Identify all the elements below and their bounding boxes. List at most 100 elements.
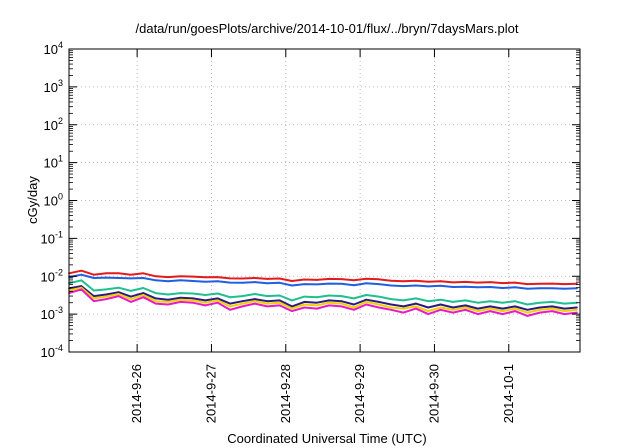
data-point <box>142 292 145 294</box>
data-point <box>353 303 355 306</box>
data-point <box>340 302 343 305</box>
data-point <box>191 275 194 278</box>
data-point <box>563 302 566 305</box>
data-point <box>253 281 256 284</box>
ticks: 10-4 10-3 10-2 10-1 100 101 102 103 104 2014-9-26… <box>41 40 580 423</box>
data-point <box>402 299 405 302</box>
data-point <box>167 276 170 278</box>
data-point <box>340 295 343 297</box>
data-point <box>377 295 380 298</box>
data-point <box>266 278 269 280</box>
data-point <box>526 303 529 306</box>
data-point <box>92 289 95 292</box>
series-line <box>68 286 578 314</box>
data-point <box>414 307 417 310</box>
data-point <box>92 273 95 276</box>
data-point <box>253 300 256 303</box>
data-point <box>377 303 380 306</box>
data-point <box>551 307 554 310</box>
data-point <box>204 276 207 279</box>
data-point <box>439 308 442 311</box>
data-point <box>526 311 529 314</box>
data-point <box>105 293 108 296</box>
data-point <box>464 280 467 283</box>
data-point <box>414 279 417 282</box>
data-point <box>204 299 207 302</box>
data-point <box>291 307 293 310</box>
data-point <box>278 281 281 284</box>
data-point <box>92 300 95 303</box>
y-tick-label: 10-2 <box>41 267 63 284</box>
data-point <box>377 306 380 309</box>
data-point <box>452 286 454 288</box>
data-point <box>328 304 331 307</box>
data-point <box>427 300 430 303</box>
data-point <box>514 286 516 289</box>
data-point <box>229 308 231 311</box>
x-tick-label: 2014-10-1 <box>501 364 516 423</box>
data-point <box>328 299 331 302</box>
data-point <box>80 273 83 276</box>
data-point <box>92 277 95 279</box>
data-point <box>80 269 83 272</box>
data-point <box>476 281 479 284</box>
x-axis-label: Coordinated Universal Time (UTC) <box>227 431 426 446</box>
series-line <box>68 285 577 311</box>
data-point <box>117 295 120 297</box>
data-point <box>241 277 244 280</box>
data-point <box>439 306 442 309</box>
x-tick-label: 2014-9-30 <box>426 364 441 423</box>
data-point <box>563 287 566 290</box>
data-point <box>266 282 269 285</box>
data-point <box>476 310 479 313</box>
data-point <box>402 311 405 314</box>
data-point <box>80 286 83 289</box>
data-point <box>315 279 318 281</box>
data-point <box>154 300 157 303</box>
data-point <box>427 280 430 283</box>
data-point <box>315 304 318 307</box>
y-tick-label: 10-4 <box>41 343 63 360</box>
data-point <box>551 305 554 308</box>
data-point <box>241 300 244 303</box>
data-point <box>179 301 182 303</box>
data-point <box>489 310 492 313</box>
data-point <box>154 275 157 278</box>
series-line <box>68 273 577 290</box>
data-point <box>452 301 454 303</box>
data-point <box>229 281 231 284</box>
series-5 <box>68 288 578 317</box>
data-point <box>551 310 554 313</box>
data-point <box>167 280 170 283</box>
y-tick-label: 10-3 <box>41 305 63 322</box>
data-point <box>365 277 368 280</box>
data-point <box>464 304 467 307</box>
data-point <box>266 302 269 305</box>
data-point <box>191 280 194 282</box>
data-point <box>390 303 392 306</box>
data-point <box>328 278 331 280</box>
data-point <box>266 295 269 297</box>
data-point <box>538 308 541 311</box>
data-point <box>216 276 219 278</box>
data-point <box>526 314 529 317</box>
data-point <box>117 277 120 279</box>
series-line <box>68 288 578 317</box>
data-point <box>563 310 566 313</box>
data-point <box>439 284 442 287</box>
data-point <box>501 310 504 313</box>
data-point <box>402 307 405 310</box>
data-point <box>229 277 231 280</box>
data-point <box>117 286 120 289</box>
data-point <box>291 310 293 313</box>
y-tick-label: 102 <box>44 116 63 133</box>
series-3 <box>68 285 578 311</box>
data-point <box>365 282 368 285</box>
series-line <box>68 269 577 286</box>
data-point <box>365 303 368 306</box>
data-point <box>315 301 318 304</box>
data-point <box>179 275 182 278</box>
data-point <box>563 283 566 286</box>
